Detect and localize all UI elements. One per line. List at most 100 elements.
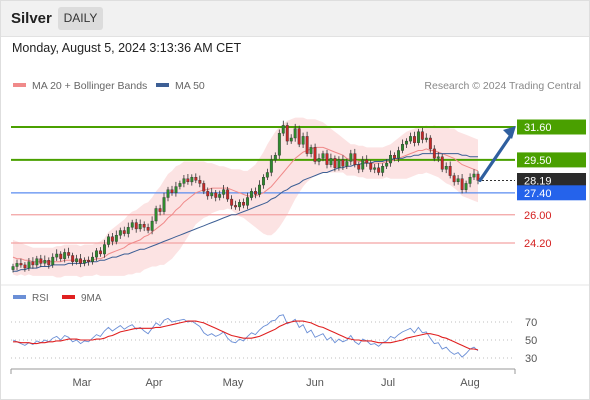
candle-up <box>329 158 333 165</box>
x-tick-jul: Jul <box>381 377 395 389</box>
rsi-swatch <box>13 295 26 300</box>
level-label-28.19: 28.19 <box>524 176 552 188</box>
candle-up <box>381 165 385 173</box>
rsi-line <box>12 314 479 358</box>
rsi-ma-line <box>13 320 479 351</box>
candle-up <box>210 192 214 197</box>
candle-down <box>19 263 23 266</box>
candle-up <box>126 227 130 234</box>
datetime-label: Monday, August 5, 2024 3:13:36 AM CET <box>12 41 242 55</box>
ma50-swatch <box>156 83 169 88</box>
level-label-24.20: 24.20 <box>524 238 552 250</box>
candle-down <box>353 153 357 165</box>
candle-down <box>79 258 83 264</box>
candle-up <box>222 189 226 195</box>
legend-ma50: MA 50 <box>156 80 205 92</box>
candle-up <box>273 154 277 161</box>
candle-up <box>102 244 106 255</box>
candle-up <box>106 236 110 245</box>
candle-up <box>301 136 305 145</box>
x-tick-aug: Aug <box>460 377 480 389</box>
rsi-tick-70: 70 <box>525 317 537 329</box>
candle-down <box>476 173 480 181</box>
candle-down <box>87 260 91 263</box>
rsi-ma-label: 9MA <box>81 293 102 304</box>
candle-up <box>190 176 194 183</box>
candle-up <box>269 159 273 173</box>
bollinger-band <box>13 117 478 278</box>
candle-up <box>75 258 79 263</box>
candle-down <box>460 178 464 190</box>
candle-down <box>452 175 456 183</box>
candle-up <box>178 183 182 187</box>
candle-down <box>98 250 102 255</box>
candle-down <box>297 128 301 145</box>
candle-down <box>333 158 337 168</box>
candle-up <box>114 234 118 242</box>
candle-up <box>401 143 404 151</box>
candle-up <box>150 220 154 231</box>
candle-up <box>345 161 349 167</box>
candle-down <box>158 208 162 212</box>
candle-up <box>35 258 39 266</box>
candle-down <box>134 222 138 230</box>
candle-down <box>230 198 234 206</box>
candle-up <box>361 159 365 170</box>
candle-down <box>71 255 75 263</box>
candle-up <box>293 128 297 139</box>
x-tick-jun: Jun <box>306 377 324 389</box>
candle-down <box>146 227 150 231</box>
candle-down <box>448 165 452 176</box>
candle-down <box>59 253 63 259</box>
candle-down <box>440 156 444 170</box>
candle-up <box>154 208 158 222</box>
candle-up <box>373 167 377 170</box>
candle-up <box>258 184 261 195</box>
candle-up <box>43 260 47 264</box>
candle-down <box>186 178 190 182</box>
candle-up <box>265 172 269 178</box>
candle-up <box>63 252 67 259</box>
candle-down <box>242 201 246 206</box>
candle-up <box>389 154 392 164</box>
level-label-31.60: 31.60 <box>524 122 552 134</box>
candle-up <box>55 253 59 258</box>
level-box-28.19 <box>517 173 586 188</box>
candle-up <box>27 261 31 269</box>
candle-up <box>246 197 250 206</box>
candle-down <box>206 191 210 197</box>
candle-up <box>409 136 412 142</box>
candle-up <box>118 230 122 236</box>
candle-down <box>226 189 230 200</box>
candle-down <box>305 136 309 154</box>
candle-up <box>468 176 472 184</box>
timeframe-badge[interactable]: DAILY <box>58 7 103 30</box>
candle-up <box>456 178 460 182</box>
candle-down <box>202 183 206 192</box>
candle-up <box>51 256 55 266</box>
ma20-swatch <box>13 83 26 88</box>
level-label-29.50: 29.50 <box>524 155 552 167</box>
candle-up <box>289 137 293 142</box>
ma50-line <box>13 153 478 272</box>
candle-up <box>138 223 142 230</box>
candle-down <box>428 137 432 150</box>
level-label-26.00: 26.00 <box>524 210 552 222</box>
candle-down <box>377 167 381 173</box>
candle-down <box>234 205 238 208</box>
candle-down <box>341 159 345 167</box>
candle-down <box>420 131 424 140</box>
instrument-title: Silver <box>11 10 52 27</box>
candle-up <box>83 260 87 264</box>
candle-up <box>397 150 400 159</box>
candle-down <box>47 260 51 266</box>
candle-down <box>198 180 202 184</box>
candle-up <box>337 159 341 168</box>
candle-up <box>11 266 15 270</box>
candle-up <box>91 256 95 263</box>
candle-up <box>417 131 420 143</box>
candle-up <box>349 153 353 162</box>
candle-down <box>393 154 396 159</box>
candle-down <box>253 191 257 195</box>
